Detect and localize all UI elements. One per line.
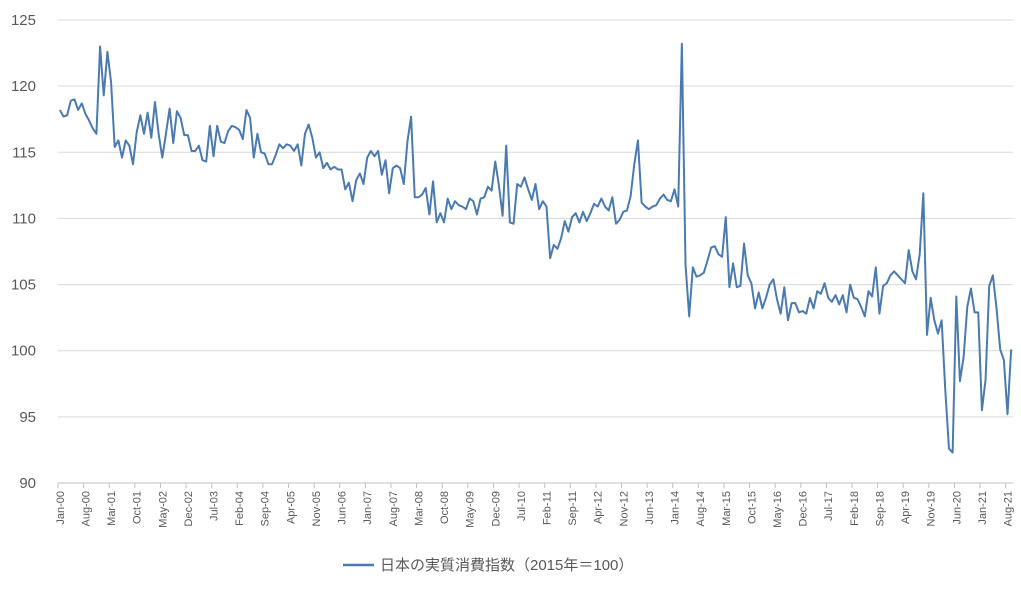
x-tick-label: Aug-00 (80, 491, 92, 526)
x-tick-label: Nov-12 (618, 491, 630, 526)
x-tick-label: Oct-08 (439, 491, 451, 524)
x-tick-label: Dec-02 (183, 491, 195, 526)
x-tick-label: Sep-04 (260, 491, 272, 526)
x-tick-label: Nov-19 (926, 491, 938, 526)
x-tick-label: May-16 (772, 491, 784, 528)
x-tick-label: Jul-10 (516, 491, 528, 521)
y-tick-label: 120 (11, 78, 36, 95)
x-tick-label: Dec-16 (798, 491, 810, 526)
x-tick-label: Dec-09 (490, 491, 502, 526)
y-tick-label: 115 (12, 144, 36, 161)
y-tick-label: 95 (19, 409, 36, 426)
x-tick-label: Feb-18 (849, 491, 861, 526)
y-tick-label: 110 (12, 210, 36, 227)
x-tick-label: Jan-21 (977, 491, 989, 525)
x-tick-label: Apr-12 (593, 491, 605, 524)
x-tick-label: Mar-01 (106, 491, 118, 526)
x-tick-label: Feb-04 (234, 491, 246, 526)
legend-label: 日本の実質消費指数（2015年＝100） (380, 556, 633, 574)
x-tick-label: Jul-17 (823, 491, 835, 521)
x-tick-label: Jun-13 (644, 491, 656, 525)
x-axis-tick-labels: Jan-00 Aug-00 Mar-01 Oct-01 May-02 Dec-02 Jul-… (55, 483, 1015, 528)
x-tick-label: Jun-20 (951, 491, 963, 525)
y-tick-label: 125 (11, 12, 36, 29)
x-tick-label: Jan-14 (670, 491, 682, 525)
y-tick-label: 105 (11, 277, 36, 294)
x-tick-label: Mar-08 (413, 491, 425, 526)
x-tick-label: Mar-15 (721, 491, 733, 526)
y-tick-label: 90 (19, 475, 36, 492)
x-tick-label: Jan-07 (362, 491, 374, 525)
x-tick-label: Jan-00 (55, 491, 67, 525)
x-tick-label: Aug-07 (388, 491, 400, 526)
x-tick-label: Jun-06 (337, 491, 349, 525)
x-tick-label: Apr-19 (900, 491, 912, 524)
x-tick-label: Feb-11 (541, 491, 553, 525)
series-line-consumption-index (58, 42, 1013, 454)
x-tick-label: May-02 (157, 491, 169, 528)
x-tick-label: Oct-15 (746, 491, 758, 524)
y-axis-tick-labels: 90 95 100 105 110 115 120 125 (11, 12, 36, 492)
x-tick-label: Jul-03 (209, 491, 221, 521)
x-tick-label: Aug-21 (1003, 491, 1015, 526)
y-tick-label: 100 (11, 343, 36, 360)
x-tick-label: Sep-18 (874, 491, 886, 526)
legend: 日本の実質消費指数（2015年＝100） (343, 556, 633, 574)
x-tick-label: Sep-11 (567, 491, 579, 526)
x-tick-label: Apr-05 (285, 491, 297, 524)
gridlines (58, 19, 1013, 418)
x-tick-label: Oct-01 (132, 491, 144, 524)
x-tick-label: Aug-14 (695, 491, 707, 526)
x-tick-label: Nov-05 (311, 491, 323, 526)
x-tick-label: May-09 (465, 491, 477, 528)
